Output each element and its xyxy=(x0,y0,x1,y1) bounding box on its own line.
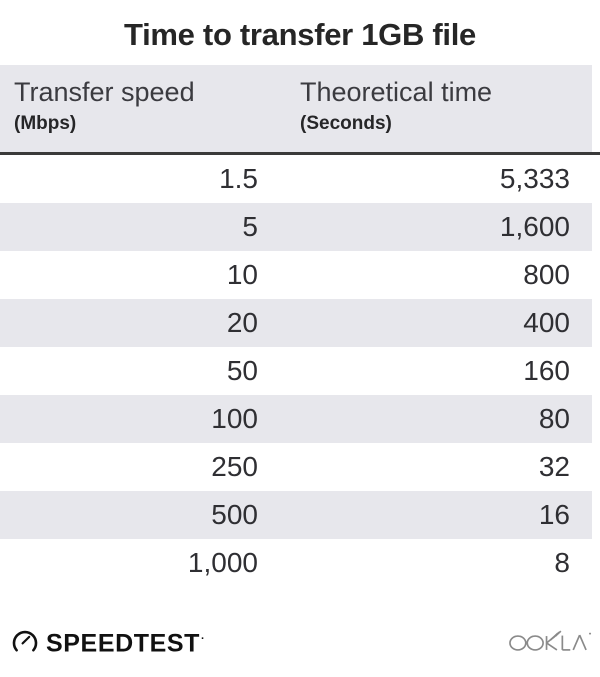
table-row: 50 160 xyxy=(0,347,600,395)
cell-speed: 500 xyxy=(211,499,258,530)
table-header-row: Transfer speed (Mbps) Theoretical time (… xyxy=(0,65,592,152)
table-header-cell-time: Theoretical time (Seconds) xyxy=(300,74,492,137)
cell-speed: 5 xyxy=(242,211,258,242)
data-table: Transfer speed (Mbps) Theoretical time (… xyxy=(0,65,600,587)
gauge-icon xyxy=(12,631,38,652)
cell-speed: 50 xyxy=(226,355,258,386)
cell-speed: 1,000 xyxy=(187,547,258,578)
row-background xyxy=(0,491,592,539)
footer: SPEEDTEST· xyxy=(0,624,600,674)
cell-speed: 100 xyxy=(211,403,258,434)
table-row: 10 800 xyxy=(0,251,600,299)
cell-time: 16 xyxy=(538,499,570,530)
cell-speed: 20 xyxy=(226,307,258,338)
table-row: 5 1,600 xyxy=(0,203,600,251)
table-row: 1,000 8 xyxy=(0,539,600,587)
cell-speed: 1.5 xyxy=(219,163,258,194)
speedtest-logo: SPEEDTEST· xyxy=(12,626,205,656)
cell-speed: 250 xyxy=(211,451,258,482)
row-background xyxy=(0,395,592,443)
page-title: Time to transfer 1GB file xyxy=(124,17,476,52)
cell-time: 8 xyxy=(554,547,570,578)
cell-time: 800 xyxy=(523,259,570,290)
table-row: 500 16 xyxy=(0,491,600,539)
row-background xyxy=(0,203,592,251)
cell-time: 5,333 xyxy=(499,163,570,194)
cell-time: 160 xyxy=(523,355,570,386)
table-header-label-speed: Transfer speed xyxy=(14,77,195,107)
table-row: 250 32 xyxy=(0,443,600,491)
cell-time: 400 xyxy=(523,307,570,338)
table-header-label-time: Theoretical time xyxy=(300,77,493,107)
speedtest-wordmark: SPEEDTEST· xyxy=(46,626,205,656)
row-background xyxy=(0,299,592,347)
table-row: 20 400 xyxy=(0,299,600,347)
speedtest-wordmark-text: SPEEDTEST xyxy=(46,629,201,658)
trademark-mark: · xyxy=(201,633,206,645)
cell-time: 80 xyxy=(538,403,570,434)
cell-time: 32 xyxy=(538,451,570,482)
cell-speed: 10 xyxy=(226,259,258,290)
table-row: 1.5 5,333 xyxy=(0,155,600,203)
table-header-unit-time: (Seconds) xyxy=(300,113,392,134)
table-row: 100 80 xyxy=(0,395,600,443)
ookla-logo xyxy=(509,630,592,651)
table-header-cell-speed: Transfer speed (Mbps) xyxy=(14,74,195,137)
header-divider-rule xyxy=(0,152,600,155)
cell-time: 1,600 xyxy=(499,211,570,242)
table-header-unit-speed: (Mbps) xyxy=(14,113,77,134)
